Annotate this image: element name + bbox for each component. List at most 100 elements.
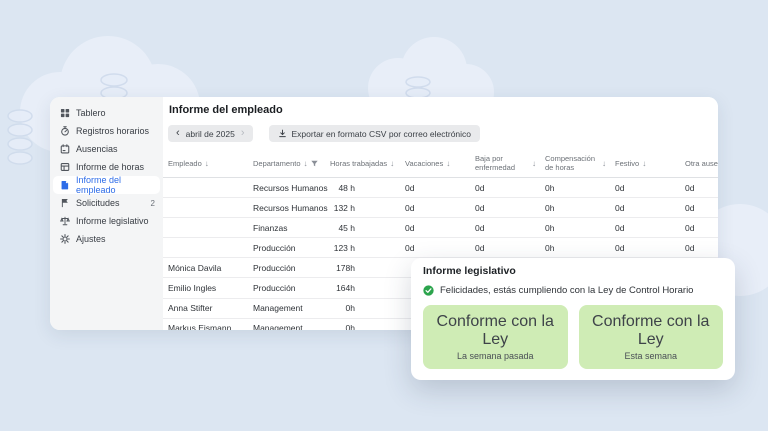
export-csv-label: Exportar en formato CSV por correo elect…: [291, 128, 472, 139]
sidebar-item-label: Solicitudes: [76, 198, 120, 208]
cell-hours-worked: 48 h: [338, 182, 355, 193]
status-card-this-week: Conforme con la Ley Esta semana: [578, 305, 723, 369]
cell-hour-compensation: 0h: [545, 242, 555, 253]
sort-down-icon: ↓: [204, 158, 209, 168]
cell-department: Finanzas: [253, 222, 288, 233]
table-row[interactable]: Recursos Humanos 48 h 0d 0d 0h 0d 0d: [163, 178, 718, 199]
cell-hour-compensation: 0h: [545, 222, 555, 233]
column-header-departamento[interactable]: Departamento ↓: [253, 159, 330, 168]
employee-report-icon: [61, 180, 69, 190]
cell-employee: Mónica Davila: [168, 262, 222, 273]
check-circle-icon: [423, 285, 434, 296]
sidebar-item-label: Tablero: [76, 108, 106, 118]
sort-down-icon: ↓: [390, 158, 395, 168]
sidebar-item-tablero[interactable]: Tablero: [50, 104, 163, 122]
cell-employee: Markus Eismann: [168, 323, 232, 330]
cell-hours-worked: 45 h: [338, 222, 355, 233]
page-title: Informe del empleado: [169, 104, 283, 116]
cell-hours-worked: 132 h: [333, 202, 355, 213]
cell-hours-worked: 0h: [345, 303, 355, 314]
cell-department: Recursos Humanos: [253, 182, 328, 193]
sidebar: Tablero Registros horarios Ausencias Inf…: [50, 97, 163, 330]
cell-vacation: 0d: [405, 202, 415, 213]
column-header-compensacion-de-horas[interactable]: Compensación de horas ↓: [545, 154, 606, 172]
cell-holiday: 0d: [615, 222, 625, 233]
filter-icon[interactable]: [310, 160, 318, 167]
cell-vacation: 0d: [405, 242, 415, 253]
month-selector[interactable]: ‹ abril de 2025 ›: [168, 125, 253, 142]
solicitudes-count-badge: 2: [150, 198, 155, 208]
compliance-message-row: Felicidades, estás cumpliendo con la Ley…: [423, 285, 723, 296]
table-row[interactable]: Finanzas 45 h 0d 0d 0h 0d 0d: [163, 218, 718, 239]
cell-sick-leave: 0d: [475, 202, 485, 213]
cell-hours-worked: 123 h: [333, 242, 355, 253]
cell-hours-worked: 178h: [336, 262, 355, 273]
gear-icon: [60, 234, 70, 244]
cell-vacation: 0d: [405, 182, 415, 193]
cell-sick-leave: 0d: [475, 242, 485, 253]
month-label: abril de 2025: [185, 128, 235, 139]
cell-employee: Emilio Ingles: [168, 283, 217, 294]
table-row[interactable]: Markus Eismann Management 0h: [163, 319, 718, 330]
column-header-vacaciones[interactable]: Vacaciones ↓: [405, 158, 451, 168]
cell-other-absence: 0d: [685, 202, 695, 213]
sort-down-icon: ↓: [602, 158, 606, 168]
cell-other-absence: 0d: [685, 182, 695, 193]
legislative-card-title: Informe legislativo: [423, 265, 516, 277]
status-period: La semana pasada: [456, 351, 534, 361]
column-header-horas-trabajadas[interactable]: Horas trabajadas ↓: [330, 158, 395, 168]
flag-icon: [61, 198, 68, 208]
calendar-icon: [60, 144, 70, 154]
cell-hour-compensation: 0h: [545, 202, 555, 213]
cell-holiday: 0d: [615, 242, 625, 253]
cell-department: Recursos Humanos: [253, 202, 328, 213]
table-header-row: Empleado ↓ Departamento ↓ Horas trabajad…: [163, 149, 718, 178]
sidebar-item-informe-de-horas[interactable]: Informe de horas: [50, 158, 163, 176]
cell-department: Management: [253, 303, 303, 314]
column-header-baja-por-enfermedad[interactable]: Baja por enfermedad ↓: [475, 154, 536, 172]
sidebar-item-label: Informe del empleado: [76, 175, 122, 195]
legislative-icon: [60, 216, 70, 226]
cell-other-absence: 0d: [685, 222, 695, 233]
table-row[interactable]: Producción 123 h 0d 0d 0h 0d 0d: [163, 238, 718, 259]
column-header-festivo[interactable]: Festivo ↓: [615, 158, 647, 168]
cell-department: Management: [253, 323, 303, 330]
export-csv-button[interactable]: Exportar en formato CSV por correo elect…: [268, 125, 481, 142]
sidebar-item-ausencias[interactable]: Ausencias: [50, 140, 163, 158]
previous-month-icon[interactable]: ‹: [176, 127, 180, 139]
column-header-otra-ausencia[interactable]: Otra ausencia: [685, 158, 718, 168]
sidebar-item-label: Informe legislativo: [76, 216, 149, 226]
dashboard-icon: [60, 108, 70, 118]
cell-sick-leave: 0d: [475, 222, 485, 233]
status-card-last-week: Conforme con la Ley La semana pasada: [423, 305, 568, 369]
compliance-message: Felicidades, estás cumpliendo con la Ley…: [440, 285, 694, 296]
download-icon: [278, 129, 286, 138]
sort-down-icon: ↓: [303, 158, 308, 168]
cell-department: Producción: [253, 283, 296, 294]
compliance-status-row: Conforme con la Ley La semana pasada Con…: [423, 305, 723, 369]
sidebar-item-solicitudes[interactable]: Solicitudes 2: [50, 194, 163, 212]
cell-holiday: 0d: [615, 202, 625, 213]
sidebar-item-ajustes[interactable]: Ajustes: [50, 230, 163, 248]
sidebar-item-registros-horarios[interactable]: Registros horarios: [50, 122, 163, 140]
cell-employee: Anna Stifter: [168, 303, 213, 314]
table-row[interactable]: Recursos Humanos 132 h 0d 0d 0h 0d 0d: [163, 198, 718, 219]
cell-department: Producción: [253, 262, 296, 273]
next-month-icon[interactable]: ›: [240, 127, 245, 139]
legislative-report-card: Informe legislativo Felicidades, estás c…: [411, 258, 735, 380]
column-header-empleado[interactable]: Empleado ↓: [168, 158, 209, 168]
toolbar: ‹ abril de 2025 › Exportar en formato CS…: [168, 125, 718, 142]
sort-down-icon: ↓: [642, 158, 647, 168]
status-period: Esta semana: [624, 351, 678, 361]
sidebar-item-label: Ajustes: [76, 234, 106, 244]
sidebar-item-label: Registros horarios: [76, 126, 150, 136]
sidebar-item-informe-legislativo[interactable]: Informe legislativo: [50, 212, 163, 230]
sort-down-icon: ↓: [532, 158, 536, 168]
cell-hours-worked: 0h: [345, 323, 355, 330]
cell-hours-worked: 164h: [336, 283, 355, 294]
status-text: Conforme con la Ley: [592, 313, 710, 348]
sort-down-icon: ↓: [446, 158, 451, 168]
sidebar-item-informe-del-empleado[interactable]: Informe del empleado: [53, 175, 160, 195]
hours-report-icon: [60, 163, 70, 171]
